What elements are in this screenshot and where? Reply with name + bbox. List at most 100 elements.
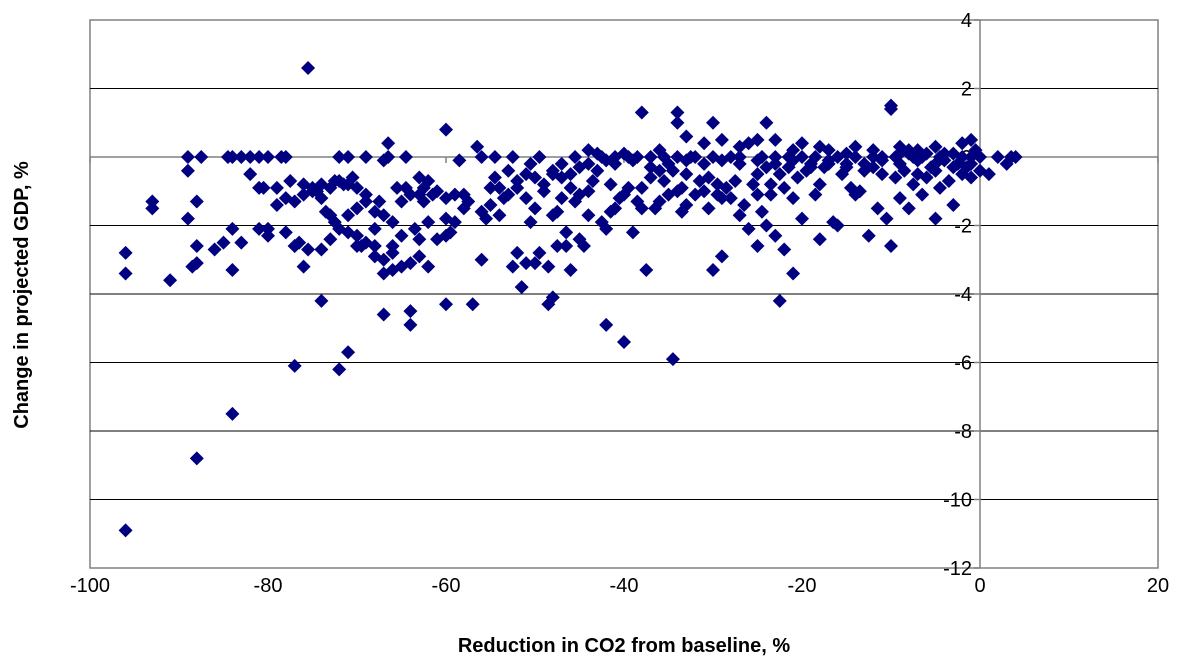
data-point xyxy=(314,191,329,206)
data-point xyxy=(634,180,649,195)
data-point xyxy=(528,201,542,216)
data-point xyxy=(763,187,778,202)
data-point xyxy=(990,150,1005,164)
data-point xyxy=(341,345,356,360)
y-tick-label: -6 xyxy=(954,353,972,375)
data-point xyxy=(937,146,952,161)
data-point xyxy=(652,194,667,209)
data-point xyxy=(617,146,631,161)
data-point xyxy=(706,263,720,278)
data-point xyxy=(456,201,471,216)
y-tick-label: 4 xyxy=(961,10,972,32)
data-point xyxy=(701,170,716,185)
data-point xyxy=(225,406,240,421)
data-point xyxy=(421,259,436,274)
x-tick-label: 20 xyxy=(1147,575,1169,597)
data-point xyxy=(585,173,600,188)
data-point xyxy=(661,156,676,171)
data-point xyxy=(390,180,405,195)
data-point xyxy=(599,221,614,236)
data-point xyxy=(483,197,498,212)
data-point xyxy=(786,153,801,168)
data-point xyxy=(674,180,689,195)
data-point xyxy=(964,156,979,171)
data-point xyxy=(180,163,195,178)
y-tick-label: -10 xyxy=(943,490,972,512)
data-point xyxy=(358,194,373,209)
data-point xyxy=(973,150,987,164)
data-point xyxy=(625,153,640,168)
data-point xyxy=(581,156,596,171)
data-point xyxy=(888,170,903,185)
data-point xyxy=(332,362,347,377)
data-point xyxy=(323,232,338,247)
data-point xyxy=(189,256,204,271)
data-point xyxy=(505,259,520,274)
data-point xyxy=(550,204,565,219)
data-point xyxy=(314,293,329,308)
data-points xyxy=(118,60,1023,538)
data-point xyxy=(189,194,204,209)
data-point xyxy=(741,136,756,151)
y-tick-label: 2 xyxy=(961,79,972,101)
data-point xyxy=(697,184,712,199)
data-point xyxy=(194,150,209,164)
data-point xyxy=(670,115,685,130)
data-point xyxy=(892,191,907,206)
data-point xyxy=(643,160,658,175)
data-point xyxy=(358,235,373,250)
data-point xyxy=(358,150,373,164)
data-point xyxy=(252,150,267,164)
data-point xyxy=(795,211,809,226)
data-point xyxy=(545,290,560,305)
data-point xyxy=(839,160,854,175)
data-point xyxy=(554,170,569,185)
data-point xyxy=(732,208,747,223)
data-point xyxy=(848,139,863,154)
data-point xyxy=(750,187,765,202)
data-point xyxy=(697,156,712,171)
data-point xyxy=(581,208,596,223)
data-point xyxy=(381,150,396,164)
data-point xyxy=(479,211,494,226)
data-point xyxy=(759,218,774,233)
data-point xyxy=(866,143,881,158)
data-point xyxy=(554,191,569,206)
data-point xyxy=(394,194,409,209)
data-point xyxy=(225,221,240,236)
y-tick-label: -12 xyxy=(943,558,972,580)
x-axis-title: Reduction in CO2 from baseline, % xyxy=(458,635,790,657)
data-point xyxy=(625,225,640,240)
data-point xyxy=(608,156,623,171)
data-point xyxy=(541,259,556,274)
data-point xyxy=(189,239,204,254)
data-point xyxy=(332,173,347,188)
data-point xyxy=(808,150,823,164)
data-point xyxy=(768,132,783,147)
data-point xyxy=(790,170,805,185)
data-point xyxy=(532,245,547,260)
data-point xyxy=(964,132,979,147)
data-point xyxy=(283,173,298,188)
data-point xyxy=(372,194,387,209)
data-point xyxy=(768,228,783,243)
data-point xyxy=(528,170,542,185)
data-point xyxy=(737,197,752,212)
data-point xyxy=(483,180,498,195)
data-point xyxy=(487,150,502,164)
data-point xyxy=(657,173,672,188)
data-point xyxy=(381,136,396,151)
data-point xyxy=(634,201,649,216)
data-point xyxy=(314,242,329,257)
data-point xyxy=(523,156,538,171)
data-point xyxy=(145,201,160,216)
data-point xyxy=(278,191,293,206)
data-point xyxy=(946,197,961,212)
data-point xyxy=(376,307,391,322)
data-point xyxy=(852,184,867,199)
data-point xyxy=(536,184,551,199)
data-point xyxy=(665,352,680,367)
data-point xyxy=(412,232,427,247)
data-point xyxy=(563,263,578,278)
